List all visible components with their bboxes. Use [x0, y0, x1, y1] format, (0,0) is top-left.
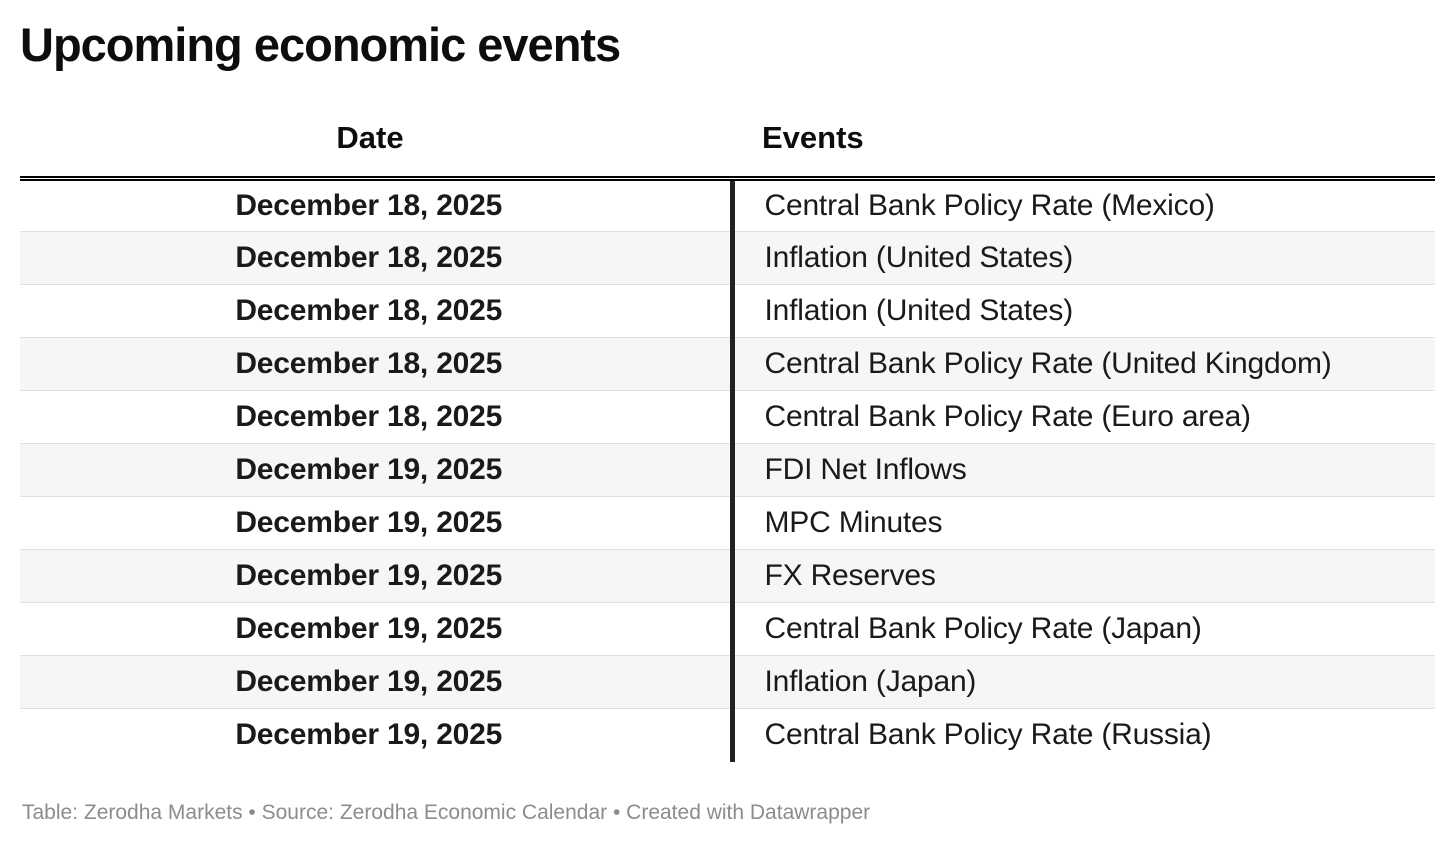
event-cell: Central Bank Policy Rate (Mexico) — [729, 178, 1435, 232]
table-row: December 19, 2025 FX Reserves — [20, 549, 1435, 603]
event-cell: Inflation (United States) — [729, 284, 1435, 338]
table-row: December 19, 2025 Central Bank Policy Rat… — [20, 602, 1435, 656]
column-header-events: Events — [732, 120, 1435, 182]
date-cell: December 19, 2025 — [20, 549, 732, 603]
table-header: Date Events — [20, 120, 1435, 182]
date-cell: December 19, 2025 — [20, 602, 732, 656]
date-cell: December 18, 2025 — [20, 284, 732, 338]
event-cell: Central Bank Policy Rate (Japan) — [729, 602, 1435, 656]
table-row: December 18, 2025 Central Bank Policy Rat… — [20, 390, 1435, 444]
attribution-footer: Table: Zerodha Markets • Source: Zerodha… — [22, 800, 871, 824]
date-cell: December 18, 2025 — [235, 189, 503, 223]
table-row: December 19, 2025 Central Bank Policy Rat… — [20, 708, 1435, 762]
event-cell: Central Bank Policy Rate (Russia) — [729, 708, 1435, 762]
table-row: December 19, 2025 FDI Net Inflows — [20, 443, 1435, 497]
chart-title: Upcoming economic events — [20, 18, 621, 71]
date-cell: December 18, 2025 — [20, 231, 732, 285]
table-body: December 18, 2025 Central Bank Policy Rat… — [20, 178, 1435, 762]
event-cell: Central Bank Policy Rate (United Kingdom… — [729, 337, 1435, 391]
table-row: December 19, 2025 Inflation (Japan) — [20, 655, 1435, 709]
date-cell: December 18, 2025 — [20, 337, 732, 391]
date-cell: December 19, 2025 — [20, 496, 732, 550]
event-cell: MPC Minutes — [729, 496, 1435, 550]
table-row: December 18, 2025 Inflation (United State… — [20, 231, 1435, 285]
date-cell: December 18, 2025 — [20, 390, 732, 444]
table-row: December 18, 2025 Central Bank Policy Rat… — [20, 337, 1435, 391]
date-cell: December 19, 2025 — [20, 443, 732, 497]
table-row: December 18, 2025 Central Bank Policy Rat… — [20, 178, 1435, 232]
event-cell: Inflation (Japan) — [729, 655, 1435, 709]
column-header-date: Date — [20, 120, 732, 182]
datawrapper-table-graphic: Upcoming economic events Date Events Dec… — [20, 18, 1435, 824]
event-cell: FDI Net Inflows — [729, 443, 1435, 497]
table-row: December 18, 2025 Inflation (United State… — [20, 284, 1435, 338]
table-row: December 19, 2025 MPC Minutes — [20, 496, 1435, 550]
date-cell: December 19, 2025 — [20, 708, 732, 762]
event-cell: FX Reserves — [729, 549, 1435, 603]
event-cell: Inflation (United States) — [729, 231, 1435, 285]
event-cell: Central Bank Policy Rate (Euro area) — [729, 390, 1435, 444]
events-table: Date Events December 18, 2025 Central Ban… — [20, 120, 1435, 762]
date-cell: December 19, 2025 — [20, 655, 732, 709]
